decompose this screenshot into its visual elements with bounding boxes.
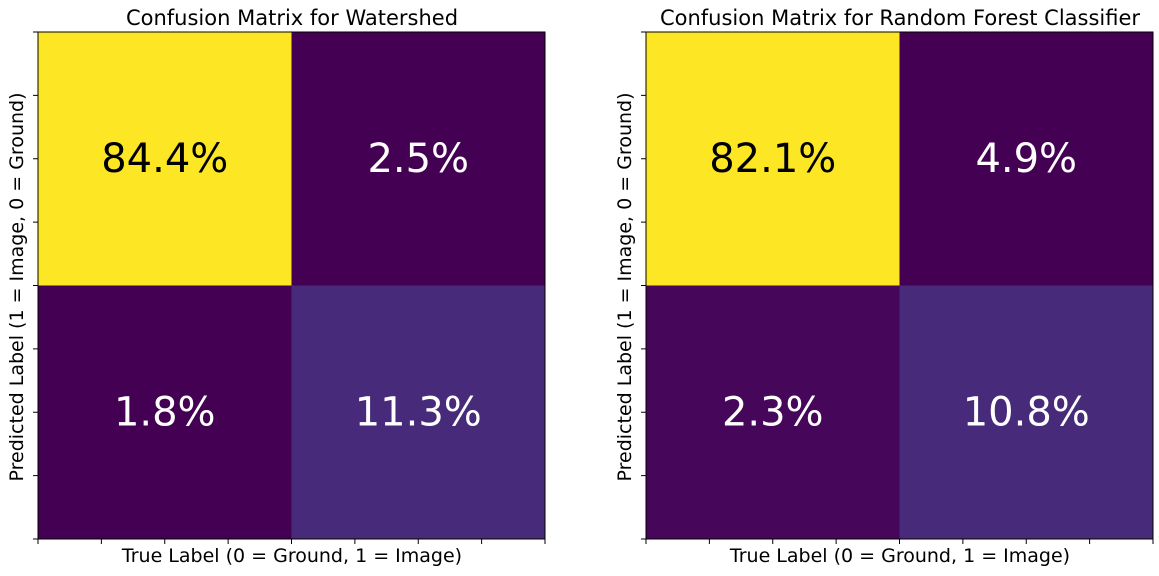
- cell-value-label-r0-c1: 4.9%: [975, 136, 1077, 182]
- cell-value-label-r0-c1: 2.5%: [367, 136, 469, 182]
- confusion-matrix-panel-watershed: Confusion Matrix for Watershed Predicted…: [0, 0, 560, 576]
- chart-title: Confusion Matrix for Watershed: [125, 6, 459, 30]
- heatmap-cell-r1-c0: [646, 285, 900, 539]
- heatmap-cell-r0-c0: [38, 32, 292, 286]
- heatmap-cell-r1-c1: [291, 285, 545, 539]
- heatmap-cell-r0-c0: [646, 32, 900, 286]
- x-axis-label: True Label (0 = Ground, 1 = Image): [729, 545, 1071, 567]
- cell-value-label-r1-c0: 2.3%: [722, 389, 824, 435]
- cell-value-label-r1-c1: 11.3%: [355, 389, 482, 435]
- confusion-matrix-panel-random-forest: Confusion Matrix for Random Forest Class…: [608, 0, 1159, 576]
- chart-title: Confusion Matrix for Random Forest Class…: [659, 6, 1141, 30]
- heatmap-plot-watershed: 84.4% 2.5% 1.8% 11.3%: [33, 31, 546, 544]
- heatmap-cell-r0-c1: [899, 32, 1153, 286]
- heatmap-cell-r1-c1: [899, 285, 1153, 539]
- heatmap-plot-random-forest: 82.1% 4.9% 2.3% 10.8%: [641, 31, 1154, 544]
- heatmap-cell-r1-c0: [38, 285, 292, 539]
- x-axis-label: True Label (0 = Ground, 1 = Image): [121, 545, 463, 567]
- heatmap-cell-r0-c1: [291, 32, 545, 286]
- cell-value-label-r0-c0: 84.4%: [101, 136, 228, 182]
- cell-value-label-r1-c1: 10.8%: [963, 389, 1090, 435]
- cell-value-label-r1-c0: 1.8%: [114, 389, 216, 435]
- cell-value-label-r0-c0: 82.1%: [709, 136, 836, 182]
